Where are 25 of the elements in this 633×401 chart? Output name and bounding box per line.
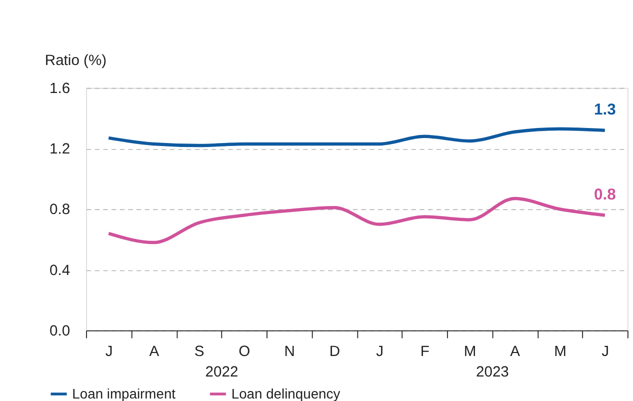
x-tick-label: A xyxy=(510,344,520,360)
x-tick-label: M xyxy=(464,344,476,360)
x-tick-label: A xyxy=(149,344,160,360)
y-tick-label: 0.0 xyxy=(50,323,70,340)
legend-label: Loan impairment xyxy=(72,386,176,401)
x-tick-label: J xyxy=(376,344,384,360)
text: 2022 xyxy=(205,364,238,381)
data-label: 0.8 xyxy=(594,186,616,204)
x-tick-label: J xyxy=(105,344,113,360)
y-tick-label: 1.2 xyxy=(50,142,70,158)
data-label: 1.3 xyxy=(594,102,616,119)
y-axis-title: Ratio (%) xyxy=(44,53,107,70)
x-tick-label: S xyxy=(194,344,204,360)
x-tick-label: N xyxy=(284,344,295,360)
y-tick-label: 0.4 xyxy=(50,262,70,279)
line-series xyxy=(107,127,607,148)
y-tick-label: 1.6 xyxy=(50,81,70,98)
text: 2023 xyxy=(476,364,509,381)
y-tick-label: 0.8 xyxy=(50,202,70,218)
x-tick-label: O xyxy=(238,344,250,360)
x-tick-label: D xyxy=(329,344,340,360)
x-tick-label: M xyxy=(554,344,566,360)
legend-label: Loan delinquency xyxy=(231,386,340,401)
x-tick-label: J xyxy=(602,344,610,360)
x-tick-label: F xyxy=(420,344,430,360)
